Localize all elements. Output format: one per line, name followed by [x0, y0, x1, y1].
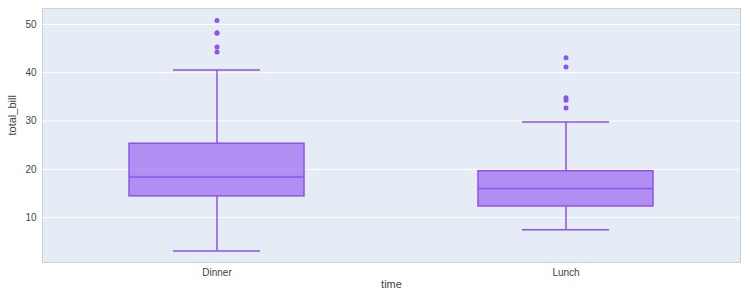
svg-text:40: 40: [25, 67, 37, 78]
svg-text:total_bill: total_bill: [6, 95, 18, 135]
svg-text:20: 20: [25, 164, 37, 175]
svg-text:50: 50: [25, 19, 37, 30]
svg-text:Dinner: Dinner: [202, 267, 232, 278]
svg-text:30: 30: [25, 115, 37, 126]
svg-text:Lunch: Lunch: [552, 267, 579, 278]
svg-text:10: 10: [25, 212, 37, 223]
svg-text:time: time: [381, 278, 402, 290]
